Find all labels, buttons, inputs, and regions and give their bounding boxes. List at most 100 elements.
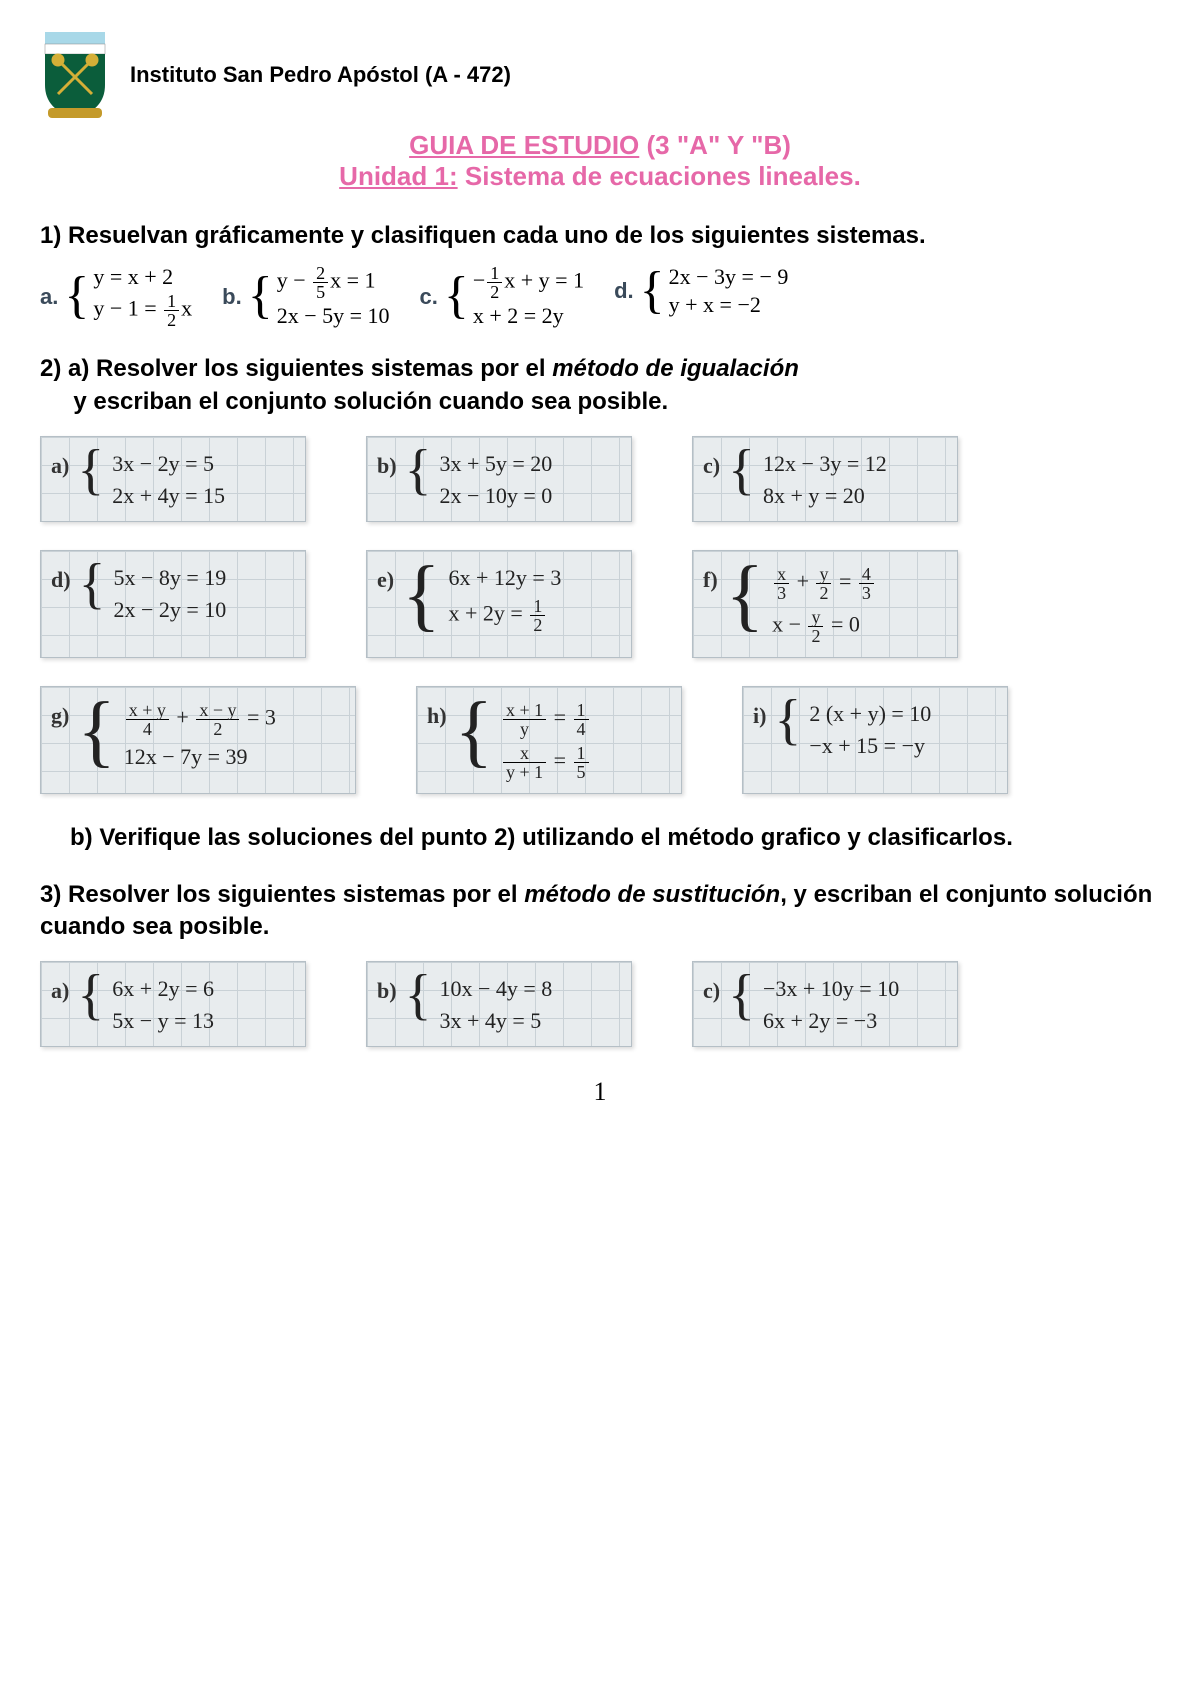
eq: −3x + 10y = 10 (763, 976, 899, 1002)
brace-icon: { (405, 447, 432, 495)
box-label: i) (753, 703, 766, 729)
brace-icon: { (444, 273, 469, 320)
text: = 0 (825, 612, 859, 637)
brace-icon: { (728, 447, 755, 495)
title-tema: Sistema de ecuaciones lineales. (458, 161, 861, 191)
q1-systems-row: a. { y = x + 2 y − 1 = 12x b. { y − 25x … (40, 264, 1160, 329)
q2-box-e: e) { 6x + 12y = 3 x + 2y = 12 (366, 550, 632, 658)
denom: 4 (574, 719, 589, 738)
text: = 3 (241, 705, 275, 730)
denom: 2 (530, 615, 545, 634)
text-italic: método de igualación (552, 355, 799, 382)
q3-row: a) { 6x + 2y = 6 5x − y = 13 b) { 10x − … (40, 961, 1160, 1047)
text-italic: método de sustitución (524, 881, 780, 908)
q2-row2: d) { 5x − 8y = 19 2x − 2y = 10 e) { 6x +… (40, 550, 1160, 658)
box-label: a) (51, 978, 69, 1004)
brace-icon: { (77, 447, 104, 495)
text: 3) Resolver los siguientes sistemas por … (40, 881, 524, 908)
eq: x − y2 = 0 (772, 608, 876, 645)
denom: 2 (196, 719, 239, 738)
q2-box-a: a) { 3x − 2y = 5 2x + 4y = 15 (40, 436, 306, 522)
denom: 2 (164, 310, 179, 329)
text: 2) a) Resolver los siguientes sistemas p… (40, 355, 552, 382)
q1d-eq2: y + x = −2 (669, 292, 789, 318)
eq: 5x − 8y = 19 (113, 565, 226, 591)
school-logo (40, 30, 110, 120)
text: y − (277, 268, 311, 293)
q1-system-d: d. { 2x − 3y = − 9 y + x = −2 (614, 264, 788, 318)
q3-box-b: b) { 10x − 4y = 8 3x + 4y = 5 (366, 961, 632, 1047)
eq: 12x − 3y = 12 (763, 451, 887, 477)
eq: −x + 15 = −y (809, 733, 931, 759)
brace-icon: { (726, 561, 764, 629)
page-number: 1 (40, 1077, 1160, 1107)
denom: 2 (816, 583, 831, 602)
numer: 1 (530, 597, 545, 615)
numer: 1 (487, 264, 502, 282)
eq: x + 1y = 14 (501, 701, 591, 738)
denom: 5 (313, 282, 328, 301)
box-label: c) (703, 453, 720, 479)
numer: y (808, 608, 823, 626)
brace-icon: { (64, 273, 89, 320)
q1a-label: a. (40, 284, 58, 310)
text: + (171, 705, 194, 730)
text: + (791, 569, 814, 594)
title-grupo: (3 "A" Y "B) (639, 130, 791, 160)
q1-system-b: b. { y − 25x = 1 2x − 5y = 10 (222, 264, 389, 329)
q2-box-d: d) { 5x − 8y = 19 2x − 2y = 10 (40, 550, 306, 658)
text: x + 2y = (449, 601, 529, 626)
eq: x3 + y2 = 43 (772, 565, 876, 602)
denom: 2 (808, 626, 823, 645)
denom: 2 (487, 282, 502, 301)
numer: 1 (574, 744, 589, 762)
text: x = 1 (330, 268, 375, 293)
box-label: b) (377, 978, 397, 1004)
eq: 2x − 2y = 10 (113, 597, 226, 623)
eq: 12x − 7y = 39 (124, 744, 276, 770)
brace-icon: { (402, 561, 440, 629)
numer: y (816, 565, 831, 583)
q2-box-c: c) { 12x − 3y = 12 8x + y = 20 (692, 436, 958, 522)
eq: 3x + 5y = 20 (439, 451, 552, 477)
denom: 5 (574, 762, 589, 781)
q1a-eq2: y − 1 = 12x (93, 292, 192, 329)
q3-box-a: a) { 6x + 2y = 6 5x − y = 13 (40, 961, 306, 1047)
brace-icon: { (774, 697, 801, 745)
text: x (181, 296, 192, 321)
numer: x (503, 744, 546, 762)
text: − (473, 268, 485, 293)
brace-icon: { (405, 972, 432, 1020)
numer: x − y (196, 701, 239, 719)
institute-name: Instituto San Pedro Apóstol (A - 472) (130, 62, 511, 88)
q2-row3: g) { x + y4 + x − y2 = 3 12x − 7y = 39 h… (40, 686, 1160, 794)
document-header: Instituto San Pedro Apóstol (A - 472) (40, 30, 1160, 120)
numer: 2 (313, 264, 328, 282)
brace-icon: { (640, 268, 665, 315)
eq: 2 (x + y) = 10 (809, 701, 931, 727)
box-label: c) (703, 978, 720, 1004)
eq: 3x + 4y = 5 (439, 1008, 552, 1034)
q1c-eq2: x + 2 = 2y (473, 303, 584, 329)
text: = (548, 748, 571, 773)
box-label: d) (51, 567, 71, 593)
text: = (833, 569, 856, 594)
q1c-eq1: −12x + y = 1 (473, 264, 584, 301)
eq: x + 2y = 12 (449, 597, 562, 634)
eq: 2x − 10y = 0 (439, 483, 552, 509)
denom: 3 (859, 583, 874, 602)
q3-box-c: c) { −3x + 10y = 10 6x + 2y = −3 (692, 961, 958, 1047)
brace-icon: { (77, 972, 104, 1020)
q1d-label: d. (614, 278, 634, 304)
q3-heading: 3) Resolver los siguientes sistemas por … (40, 879, 1160, 944)
q1a-eq1: y = x + 2 (93, 264, 192, 290)
q1d-eq1: 2x − 3y = − 9 (669, 264, 789, 290)
box-label: e) (377, 567, 394, 593)
q2b-heading: b) Verifique las soluciones del punto 2)… (70, 822, 1160, 854)
q2-box-g: g) { x + y4 + x − y2 = 3 12x − 7y = 39 (40, 686, 356, 794)
eq: 3x − 2y = 5 (112, 451, 225, 477)
title-block: GUIA DE ESTUDIO (3 "A" Y "B) Unidad 1: S… (40, 130, 1160, 192)
title-unidad: Unidad 1: (339, 161, 457, 191)
q2-row1: a) { 3x − 2y = 5 2x + 4y = 15 b) { 3x + … (40, 436, 1160, 522)
text: y − 1 = (93, 296, 162, 321)
